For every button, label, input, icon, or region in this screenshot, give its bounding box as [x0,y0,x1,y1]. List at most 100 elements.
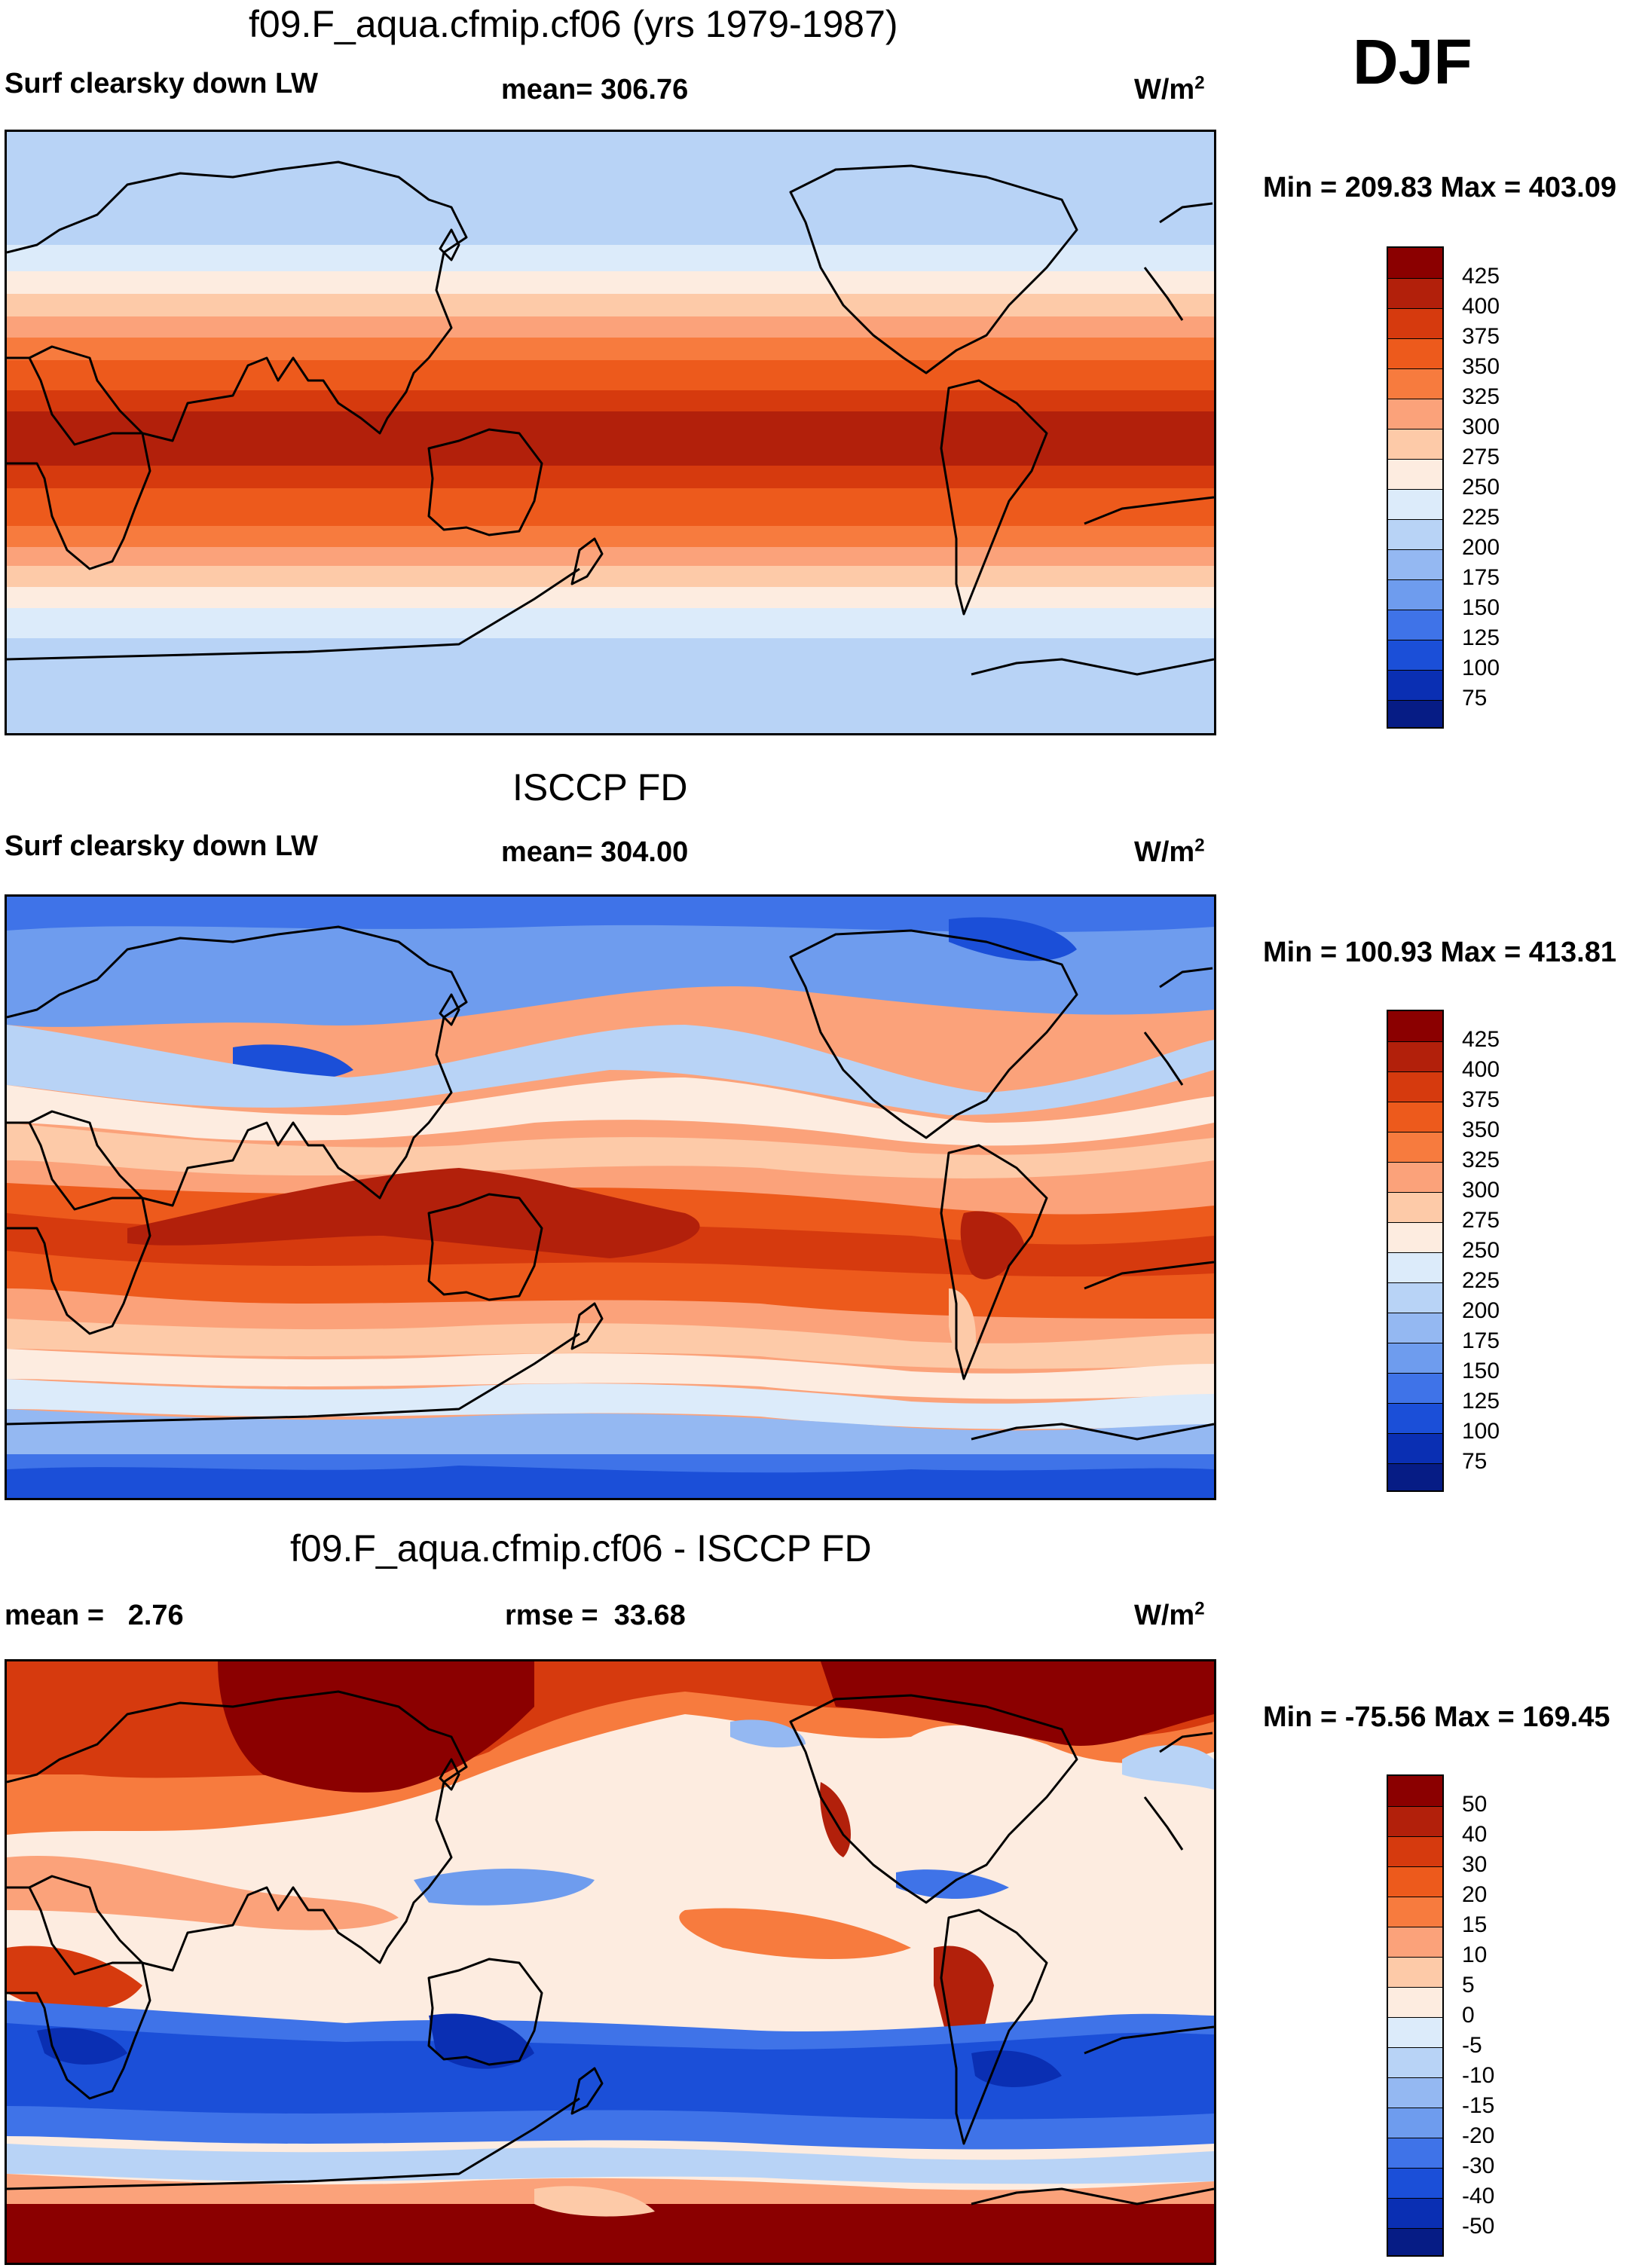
colorbar-tick-label: -40 [1462,2184,1495,2208]
panel-2-swatch [1388,1282,1442,1313]
panel-2-variable-label: Surf clearsky down LW [5,830,318,862]
panel-1-field [7,132,1214,733]
panel-3-coastlines [7,1690,1214,2205]
panel-1-coastlines [7,160,1214,676]
colorbar-tick-label: -20 [1462,2123,1495,2148]
colorbar-tick-label: 275 [1462,1208,1500,1233]
colorbar-tick-label: 75 [1462,686,1488,711]
panel-3-map [5,1659,1216,2265]
panel-2-swatch [1388,1463,1442,1490]
colorbar-tick-label: 200 [1462,1298,1500,1323]
colorbar-tick-label: 175 [1462,1328,1500,1353]
panel-3-swatch [1388,1927,1442,1957]
colorbar-tick-label: -50 [1462,2214,1495,2239]
panel-3-title: f09.F_aqua.cfmip.cf06 - ISCCP FD [290,1527,872,1570]
panel-2-swatch [1388,1071,1442,1102]
colorbar-tick-label: 150 [1462,1359,1500,1383]
colorbar-tick-label: 375 [1462,324,1500,349]
panel-2-swatch [1388,1433,1442,1463]
panel-1-swatch [1388,579,1442,610]
panel-2-minmax: Min = 100.93 Max = 413.81 [1263,937,1616,968]
panel-1-map [5,130,1216,735]
panel-1-swatch [1388,610,1442,640]
panel-3-units: W/m2 [1134,1598,1205,1631]
colorbar-tick-label: 100 [1462,1419,1500,1444]
panel-3-swatch [1388,2168,1442,2198]
panel-3-swatch [1388,2077,1442,2108]
panel-2-colorbar [1387,1010,1444,1492]
colorbar-tick-label: 250 [1462,475,1500,500]
colorbar-tick-label: 250 [1462,1238,1500,1263]
panel-3-minmax: Min = -75.56 Max = 169.45 [1263,1701,1610,1733]
panel-3-swatch [1388,1987,1442,2017]
colorbar-tick-label: -15 [1462,2093,1495,2118]
colorbar-tick-label: 30 [1462,1852,1488,1877]
panel-3-swatch [1388,1897,1442,1927]
panel-1-swatch [1388,640,1442,670]
colorbar-tick-label: 175 [1462,565,1500,590]
panel-3-colorbar [1387,1774,1444,2257]
panel-2-swatch [1388,1102,1442,1132]
colorbar-tick-label: 125 [1462,625,1500,650]
colorbar-tick-label: -10 [1462,2063,1495,2088]
panel-1-colorbar [1387,246,1444,729]
colorbar-tick-label: 375 [1462,1087,1500,1112]
colorbar-tick-label: 225 [1462,505,1500,530]
panel-1-swatch [1388,278,1442,308]
panel-3-swatch [1388,2138,1442,2168]
panel-2-swatch [1388,1011,1442,1041]
panel-1-units: W/m2 [1134,72,1205,105]
panel-3-swatch [1388,1806,1442,1836]
panel-3-swatch [1388,2198,1442,2228]
colorbar-tick-label: 0 [1462,2003,1475,2028]
panel-2-swatch [1388,1403,1442,1433]
panel-2-swatch [1388,1343,1442,1373]
panel-1-swatch [1388,549,1442,579]
colorbar-tick-label: 400 [1462,294,1500,319]
colorbar-tick-label: 40 [1462,1822,1488,1847]
colorbar-tick-label: 15 [1462,1912,1488,1937]
panel-2-mean-label: mean= 304.00 [501,836,689,868]
panel-1-swatch [1388,248,1442,278]
panel-2-swatch [1388,1252,1442,1282]
panel-1-title: f09.F_aqua.cfmip.cf06 (yrs 1979-1987) [249,3,898,45]
panel-1-swatch [1388,670,1442,700]
panel-1-swatch [1388,489,1442,519]
colorbar-tick-label: 5 [1462,1973,1475,1997]
panel-2-map [5,894,1216,1500]
panel-3-swatch [1388,2047,1442,2077]
colorbar-tick-label: 10 [1462,1942,1488,1967]
colorbar-tick-label: 350 [1462,354,1500,379]
panel-2-swatch [1388,1313,1442,1343]
panel-3-swatch [1388,1866,1442,1897]
panel-1-swatch [1388,399,1442,429]
colorbar-tick-label: 425 [1462,264,1500,289]
colorbar-tick-label: 300 [1462,414,1500,439]
panel-1-swatch [1388,700,1442,727]
colorbar-tick-label: 125 [1462,1389,1500,1414]
panel-3-field [7,1661,1214,2263]
panel-2-swatch [1388,1162,1442,1192]
colorbar-tick-label: 100 [1462,656,1500,680]
panel-1-minmax: Min = 209.83 Max = 403.09 [1263,172,1616,203]
panel-2-swatch [1388,1222,1442,1252]
panel-1-swatch [1388,459,1442,489]
season-label: DJF [1353,26,1472,97]
panel-1-variable-label: Surf clearsky down LW [5,68,318,99]
panel-3-rmse-label: rmse = 33.68 [505,1600,686,1631]
colorbar-tick-label: 300 [1462,1178,1500,1203]
panel-1-swatch [1388,519,1442,549]
panel-2-coastlines [7,925,1214,1441]
panel-2-swatch [1388,1373,1442,1403]
panel-3-mean-label: mean = 2.76 [5,1600,184,1631]
panel-2-field [7,897,1214,1498]
colorbar-tick-label: -30 [1462,2153,1495,2178]
colorbar-tick-label: 225 [1462,1268,1500,1293]
panel-2-swatch [1388,1041,1442,1071]
colorbar-tick-label: 200 [1462,535,1500,560]
colorbar-tick-label: 425 [1462,1027,1500,1052]
panel-3-swatch [1388,2017,1442,2047]
colorbar-tick-label: 20 [1462,1882,1488,1907]
colorbar-tick-label: 75 [1462,1449,1488,1474]
panel-3-swatch [1388,1836,1442,1866]
